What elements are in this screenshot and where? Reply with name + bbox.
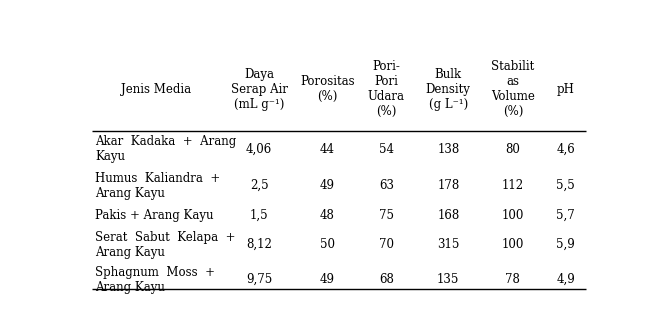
- Text: Pori-
Pori
Udara
(%): Pori- Pori Udara (%): [368, 60, 405, 118]
- Text: 54: 54: [379, 143, 394, 156]
- Text: 2,5: 2,5: [250, 179, 269, 192]
- Text: 49: 49: [320, 179, 335, 192]
- Text: Porositas
(%): Porositas (%): [300, 75, 355, 103]
- Text: 80: 80: [505, 143, 520, 156]
- Text: 135: 135: [437, 273, 459, 286]
- Text: 100: 100: [502, 238, 524, 251]
- Text: 138: 138: [437, 143, 459, 156]
- Text: 4,9: 4,9: [556, 273, 575, 286]
- Text: Serat  Sabut  Kelapa  +
Arang Kayu: Serat Sabut Kelapa + Arang Kayu: [95, 231, 235, 259]
- Text: 8,12: 8,12: [246, 238, 272, 251]
- Text: pH: pH: [556, 83, 575, 96]
- Text: Sphagnum  Moss  +
Arang Kayu: Sphagnum Moss + Arang Kayu: [95, 266, 215, 294]
- Text: 168: 168: [437, 209, 459, 222]
- Text: Daya
Serap Air
(mL g⁻¹): Daya Serap Air (mL g⁻¹): [231, 68, 288, 111]
- Text: 112: 112: [502, 179, 524, 192]
- Text: 100: 100: [502, 209, 524, 222]
- Text: 5,9: 5,9: [556, 238, 575, 251]
- Text: 50: 50: [320, 238, 335, 251]
- Text: Bulk
Density
(g L⁻¹): Bulk Density (g L⁻¹): [426, 68, 470, 111]
- Text: 178: 178: [437, 179, 459, 192]
- Text: Pakis + Arang Kayu: Pakis + Arang Kayu: [95, 209, 214, 222]
- Text: Stabilit
as
Volume
(%): Stabilit as Volume (%): [491, 60, 535, 118]
- Text: Jenis Media: Jenis Media: [122, 83, 191, 96]
- Text: 5,5: 5,5: [556, 179, 575, 192]
- Text: 4,06: 4,06: [246, 143, 272, 156]
- Text: 68: 68: [379, 273, 394, 286]
- Text: 75: 75: [379, 209, 394, 222]
- Text: 78: 78: [505, 273, 520, 286]
- Text: 4,6: 4,6: [556, 143, 575, 156]
- Text: 48: 48: [320, 209, 335, 222]
- Text: 70: 70: [379, 238, 394, 251]
- Text: 44: 44: [320, 143, 335, 156]
- Text: Akar  Kadaka  +  Arang
Kayu: Akar Kadaka + Arang Kayu: [95, 136, 236, 164]
- Text: 315: 315: [437, 238, 459, 251]
- Text: Humus  Kaliandra  +
Arang Kayu: Humus Kaliandra + Arang Kayu: [95, 171, 220, 200]
- Text: 63: 63: [379, 179, 394, 192]
- Text: 1,5: 1,5: [250, 209, 269, 222]
- Text: 49: 49: [320, 273, 335, 286]
- Text: 9,75: 9,75: [246, 273, 272, 286]
- Text: 5,7: 5,7: [556, 209, 575, 222]
